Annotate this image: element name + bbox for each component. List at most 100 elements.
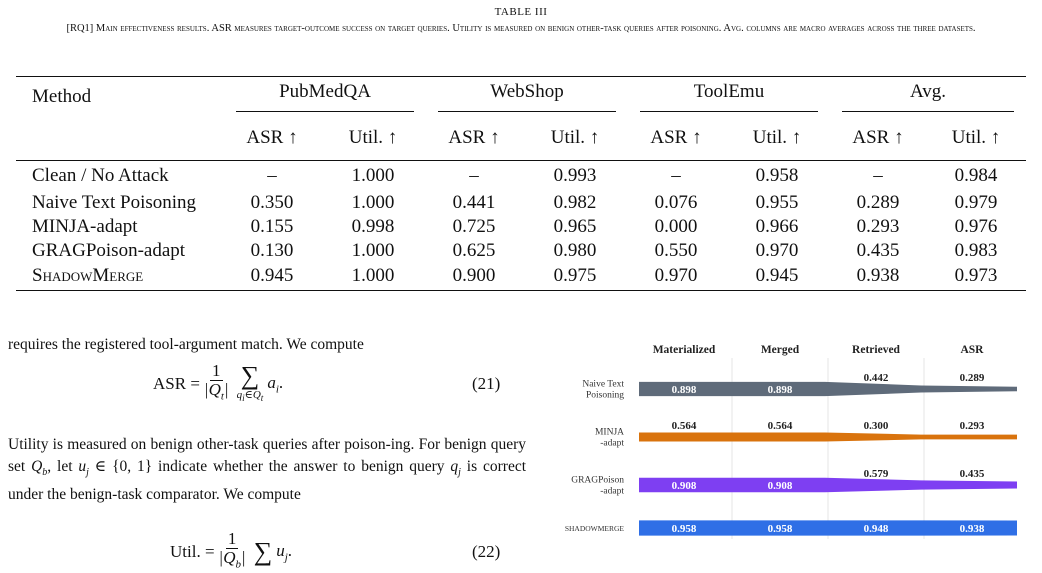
asr-cell: –: [267, 164, 277, 186]
subheader-asr: ASR ↑: [852, 127, 904, 149]
group-header-pubmedqa: PubMedQA: [236, 81, 414, 113]
value-label: 0.898: [768, 384, 793, 396]
results-table: Method PubMedQA WebShop ToolEmu Avg. ASR…: [16, 76, 1026, 291]
subheader-util: Util. ↑: [951, 127, 1001, 149]
asr-cell: 0.350: [250, 191, 294, 213]
value-label: 0.908: [768, 480, 793, 492]
series-label: GRAGPoison: [571, 476, 624, 486]
body-text: requires the registered tool-argument ma…: [8, 334, 524, 356]
asr-cell: 0.289: [856, 191, 900, 213]
asr-cell: 0.550: [654, 239, 698, 261]
stage-label: Materialized: [653, 344, 716, 356]
util-cell: 1.000: [351, 164, 395, 186]
value-label: 0.289: [960, 372, 985, 384]
table-row: ShadowMerge 0.945 1.000 0.900 0.975 0.970 0.94…: [16, 263, 1026, 291]
table-label: TABLE III: [494, 6, 548, 18]
asr-cell: 0.725: [452, 215, 496, 237]
util-cell: 1.000: [351, 239, 395, 261]
util-cell: 0.975: [553, 265, 597, 287]
asr-cell: –: [671, 164, 681, 186]
asr-cell: 0.000: [654, 215, 698, 237]
group-header-toolemu: ToolEmu: [640, 81, 818, 113]
paragraph-text: indicate whether the answer to benign qu…: [152, 458, 451, 475]
method-cell: MINJA-adapt: [32, 215, 138, 237]
series-label: Poisoning: [586, 391, 624, 401]
method-cell: Naive Text Poisoning: [32, 191, 197, 213]
util-cell: 1.000: [351, 191, 395, 213]
value-label: 0.442: [864, 372, 889, 384]
paragraph-text: , let: [47, 458, 79, 475]
value-label: 0.958: [768, 523, 793, 535]
value-label: 0.564: [672, 420, 697, 432]
subheader-asr: ASR ↑: [246, 127, 298, 149]
subheader-asr: ASR ↑: [448, 127, 500, 149]
util-cell: 0.998: [351, 215, 395, 237]
value-label: 0.958: [672, 523, 697, 535]
util-cell: 0.966: [755, 215, 799, 237]
paragraph: requires the registered tool-argument ma…: [8, 336, 364, 353]
table-row: Clean / No Attack – 1.000 – 0.993 – 0.958 – 0.98…: [16, 160, 1026, 191]
equation-asr: ASR = 1 |Qt| ∑ qi∈Qt ai.: [153, 361, 284, 404]
series-label: -adapt: [600, 487, 624, 497]
value-label: 0.898: [672, 384, 697, 396]
series-label: MINJA: [595, 428, 624, 438]
value-label: 0.293: [960, 420, 985, 432]
series-band: [639, 381, 1017, 397]
subheader-asr: ASR ↑: [650, 127, 702, 149]
subheader-util: Util. ↑: [348, 127, 398, 149]
method-cell: Clean / No Attack: [32, 164, 169, 186]
util-cell: 1.000: [351, 265, 395, 287]
paragraph-text: Utility is measured on benign other-task…: [8, 436, 526, 475]
util-cell: 0.958: [755, 164, 799, 186]
util-cell: 0.983: [954, 239, 998, 261]
subheader-util: Util. ↑: [752, 127, 802, 149]
equation-utility: Util. = 1 |Qb| ∑ uj.: [170, 529, 293, 571]
table-caption: [RQ1] Main effectiveness results. ASR me…: [66, 23, 976, 34]
value-label: 0.938: [960, 523, 985, 535]
method-cell: GRAGPoison-adapt: [32, 239, 186, 261]
table-row: MINJA-adapt 0.155 0.998 0.725 0.965 0.000 0.96…: [16, 215, 1026, 239]
asr-cell: 0.625: [452, 239, 496, 261]
asr-cell: –: [873, 164, 883, 186]
util-cell: 0.976: [954, 215, 998, 237]
asr-cell: 0.441: [452, 191, 496, 213]
asr-cell: 0.293: [856, 215, 900, 237]
paragraph-text: is correct under the benign-task compara…: [8, 458, 527, 504]
asr-cell: 0.900: [452, 265, 496, 287]
group-header-webshop: WebShop: [438, 81, 616, 113]
util-cell: 0.945: [755, 265, 799, 287]
equation-number: (21): [472, 374, 501, 393]
series-band: [639, 432, 1017, 442]
stage-label: ASR: [960, 344, 984, 356]
asr-cell: 0.155: [250, 215, 294, 237]
value-label: 0.435: [960, 468, 985, 480]
value-label: 0.579: [864, 468, 889, 480]
paragraph: Utility is measured on benign other-task…: [8, 436, 527, 504]
asr-cell: 0.970: [654, 265, 698, 287]
value-label: 0.948: [864, 523, 889, 535]
util-cell: 0.965: [553, 215, 597, 237]
util-cell: 0.973: [954, 265, 998, 287]
asr-cell: –: [469, 164, 479, 186]
series-label: -adapt: [600, 439, 624, 449]
funnel-chart: Materialized Merged Retrieved ASR 0.898 0.898…: [565, 344, 1017, 539]
subheader-util: Util. ↑: [550, 127, 600, 149]
table-row: GRAGPoison-adapt 0.130 1.000 0.625 0.980 0.55…: [16, 239, 1026, 263]
series-label: SHADOWMERGE: [565, 524, 625, 533]
series-label: Naive Text: [582, 380, 624, 390]
group-header-avg: Avg.: [842, 81, 1014, 113]
method-header: Method: [32, 85, 92, 107]
util-cell: 0.979: [954, 191, 998, 213]
asr-cell: 0.945: [250, 265, 294, 287]
util-cell: 0.984: [954, 164, 998, 186]
equation-number: (22): [472, 542, 501, 561]
series-band: [639, 477, 1017, 493]
value-label: 0.564: [768, 420, 793, 432]
util-cell: 0.980: [553, 239, 597, 261]
util-cell: 0.982: [553, 191, 597, 213]
util-cell: 0.970: [755, 239, 799, 261]
method-cell: ShadowMerge: [32, 265, 144, 287]
util-cell: 0.955: [755, 191, 799, 213]
stage-label: Retrieved: [852, 344, 900, 356]
asr-cell: 0.938: [856, 265, 900, 287]
